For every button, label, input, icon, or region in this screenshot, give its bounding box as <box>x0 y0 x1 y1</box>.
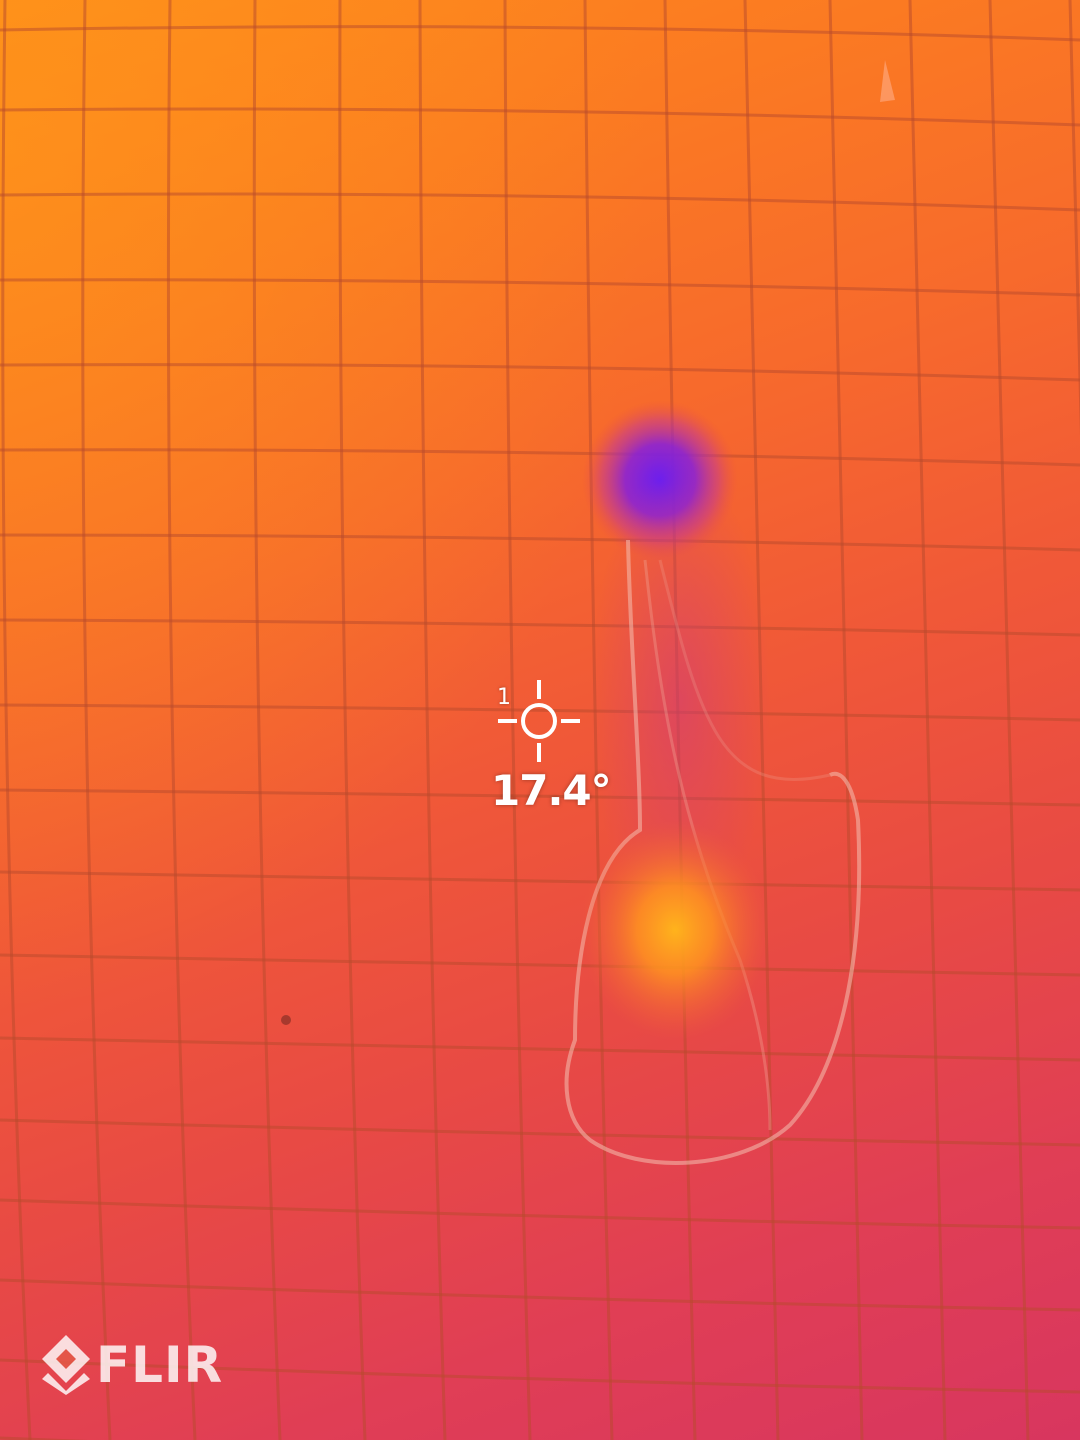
spot-temperature-readout: 17.4° <box>491 766 612 815</box>
object-outline <box>564 539 862 1165</box>
spot-meter-index: 1 <box>497 685 511 710</box>
flir-diamond-logo-icon <box>42 1335 90 1395</box>
brand-watermark: FLIR <box>40 1330 223 1400</box>
brand-name: FLIR <box>96 1336 224 1394</box>
crosshair-spot-meter-icon <box>498 680 580 762</box>
